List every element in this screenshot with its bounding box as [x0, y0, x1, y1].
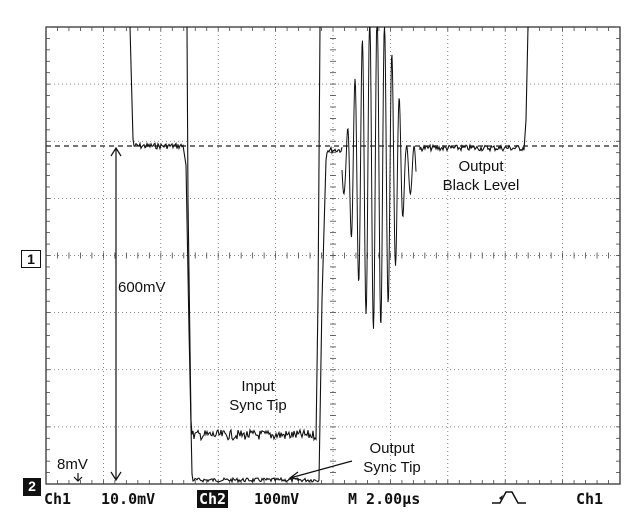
color-burst-trace: [341, 26, 417, 329]
offset-arrow: [73, 473, 83, 482]
output-sync-tip-label: Output Sync Tip: [346, 439, 438, 477]
amplitude-value: 600mV: [118, 279, 166, 296]
amplitude-label: 600mV: [118, 278, 166, 297]
output-black-level-line2: Black Level: [442, 177, 520, 194]
ch2-label[interactable]: Ch2: [197, 490, 229, 508]
rising-edge-trigger-icon: [490, 488, 530, 510]
output-black-level-label: Output Black Level: [428, 157, 534, 195]
offset-value: 8mV: [57, 456, 88, 473]
trigger-source: Ch1: [576, 490, 604, 508]
output-sync-tip-pointer: [288, 460, 353, 480]
output-sync-tip-line1: Output: [369, 440, 415, 457]
ch2-scale: 100mV: [254, 490, 300, 508]
ch2-label-text: Ch2: [197, 490, 229, 508]
channel-2-ground-marker[interactable]: 2: [23, 478, 41, 496]
timebase: M 2.00µs: [348, 490, 421, 508]
channel-1-marker-label: 1: [27, 251, 35, 267]
input-sync-tip-line1: Input: [241, 378, 275, 395]
ch1-scale: 10.0mV: [101, 490, 156, 508]
graticule: [45, 26, 621, 485]
input-sync-tip-label: Input Sync Tip: [212, 377, 304, 415]
ch1-label: Ch1: [44, 490, 72, 508]
channel-2-marker-label: 2: [28, 478, 36, 494]
output-waveform-trace: [129, 26, 529, 484]
input-waveform-trace: [186, 26, 321, 442]
amplitude-arrow: [110, 146, 122, 482]
output-sync-tip-line2: Sync Tip: [363, 459, 421, 476]
output-black-level-line1: Output: [458, 158, 504, 175]
channel-1-ground-marker[interactable]: 1: [21, 250, 41, 268]
input-sync-tip-line2: Sync Tip: [229, 397, 287, 414]
offset-label: 8mV: [57, 455, 88, 474]
